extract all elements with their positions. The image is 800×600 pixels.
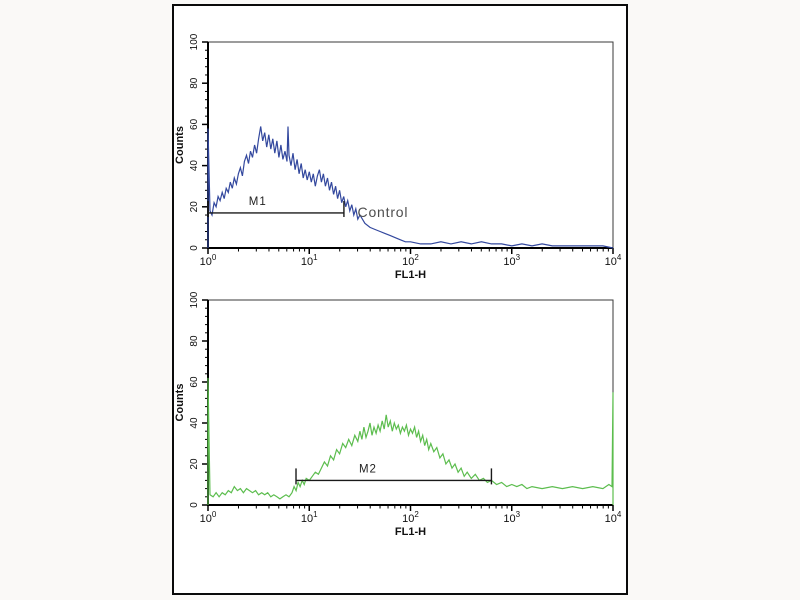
gate-marker-label: M2 <box>359 463 377 475</box>
gate-marker-label: M1 <box>249 196 267 208</box>
x-tick-label: 104 <box>605 510 622 525</box>
plot-frame <box>207 299 614 506</box>
top-histogram-panel: 100 101 102 103 104 0 20 40 60 80 100 Counts FL1-H M1… <box>174 33 622 281</box>
x-axis-title: FL1-H <box>395 526 426 538</box>
top-histogram-trace <box>207 126 614 249</box>
x-tick-label: 101 <box>301 253 318 268</box>
x-tick-label: 103 <box>503 253 520 268</box>
y-tick-label: 100 <box>189 291 200 308</box>
x-tick-label: 102 <box>402 510 419 525</box>
figure-border: 100 101 102 103 104 0 20 40 60 80 100 Counts FL1-H M1… <box>172 4 628 595</box>
y-tick-label: 0 <box>189 502 200 508</box>
y-tick-label: 60 <box>189 376 200 388</box>
y-tick-label: 100 <box>189 33 200 50</box>
x-tick-label: 101 <box>301 510 318 525</box>
y-axis-title: Counts <box>174 384 186 422</box>
y-tick-label: 0 <box>189 245 200 251</box>
x-tick-label: 102 <box>402 253 419 268</box>
y-tick-label: 20 <box>189 201 200 213</box>
control-annotation: Control <box>358 204 409 220</box>
x-tick-label: 100 <box>200 510 217 525</box>
x-axis-title: FL1-H <box>395 269 426 281</box>
y-tick-label: 80 <box>189 335 200 347</box>
bottom-histogram-panel: 100 101 102 103 104 0 20 40 60 80 100 Counts FL1-H M2 <box>174 291 622 538</box>
y-tick-label: 20 <box>189 458 200 470</box>
x-tick-label: 103 <box>503 510 520 525</box>
y-tick-label: 40 <box>189 160 200 172</box>
plot-frame <box>207 41 614 249</box>
bottom-histogram-trace <box>207 377 614 505</box>
y-axis-title: Counts <box>174 126 186 164</box>
flow-cytometry-figure: 100 101 102 103 104 0 20 40 60 80 100 Counts FL1-H M1… <box>174 33 622 538</box>
y-tick-label: 40 <box>189 417 200 429</box>
y-tick-label: 80 <box>189 77 200 89</box>
y-tick-label: 60 <box>189 118 200 130</box>
x-tick-label: 104 <box>605 253 622 268</box>
x-tick-label: 100 <box>200 253 217 268</box>
